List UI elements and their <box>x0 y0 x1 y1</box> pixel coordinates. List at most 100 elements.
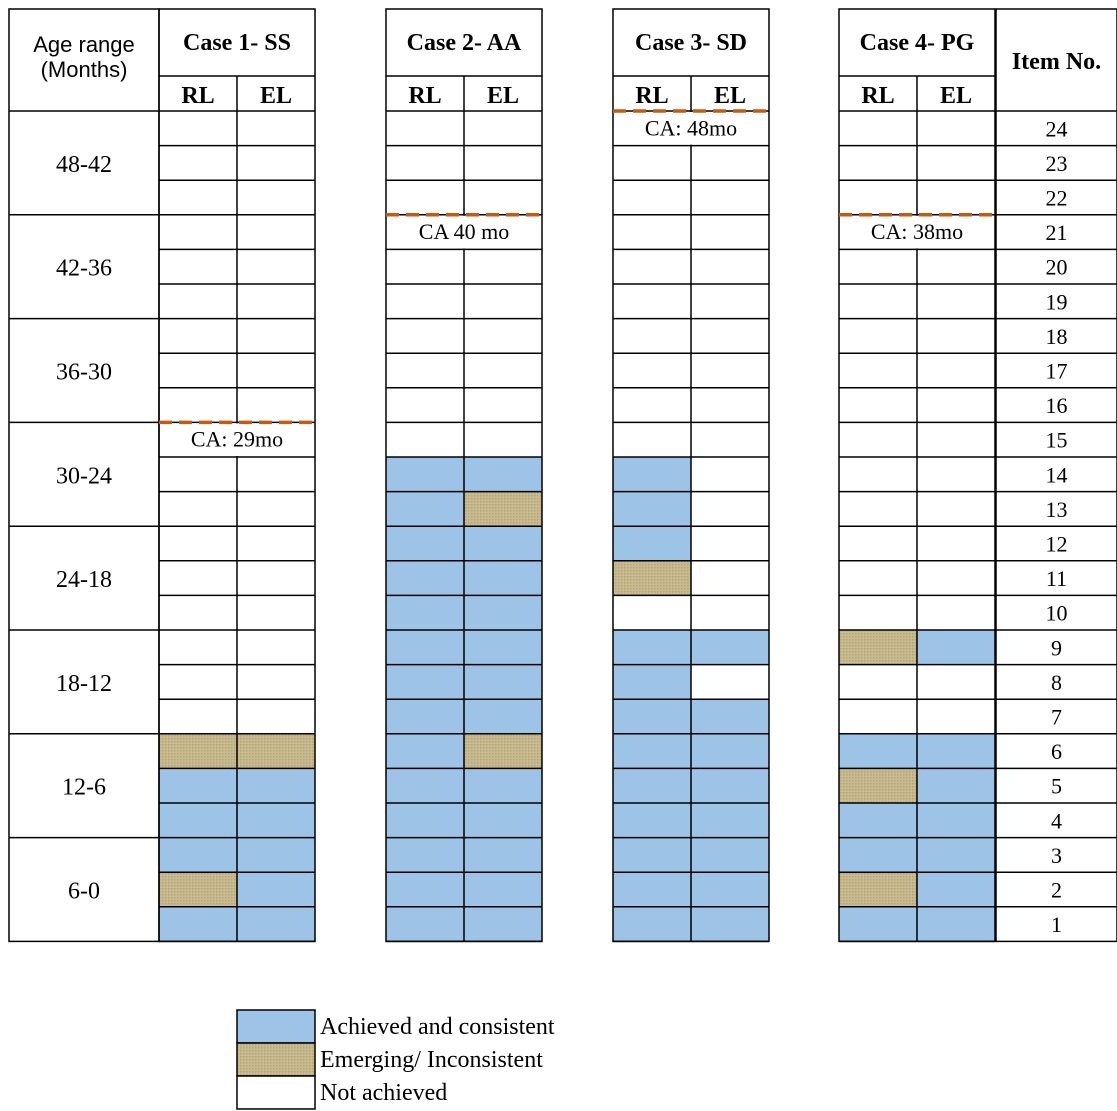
cell-case3-rl-item13-achieved <box>613 491 691 527</box>
cell-case4-rl-item17-not-achieved <box>839 353 917 388</box>
ca-label: CA: 48mo <box>645 115 737 140</box>
cell-case1-el-item5-achieved <box>237 768 315 803</box>
subcolumn-label-el: EL <box>940 83 972 109</box>
age-group-label: 24-18 <box>56 567 112 593</box>
cell-case2-rl-item17-not-achieved <box>386 353 464 388</box>
cell-case4-rl-item16-not-achieved <box>839 387 917 423</box>
cell-case4-el-item18-not-achieved <box>917 318 995 354</box>
cell-case1-el-item4-achieved <box>237 803 315 838</box>
item-number: 18 <box>1046 324 1068 349</box>
cell-case2-el-item10-achieved <box>464 595 542 630</box>
cell-case1-rl-item17-not-achieved <box>159 353 237 388</box>
cell-case4-rl-item1-achieved <box>839 906 917 942</box>
cell-case4-el-item13-not-achieved <box>917 491 995 527</box>
cell-case4-el-item9-achieved <box>917 630 995 665</box>
item-number: 24 <box>1046 116 1068 141</box>
item-number: 1 <box>1051 912 1062 937</box>
cell-case4-el-item16-not-achieved <box>917 387 995 423</box>
legend-swatch-achieved <box>236 1009 316 1044</box>
cell-case2-el-item7-achieved <box>464 699 542 734</box>
cell-case4-rl-item22-not-achieved <box>839 180 917 215</box>
cell-case2-el-item1-achieved <box>464 906 542 942</box>
cell-case1-rl-item7-not-achieved <box>159 699 237 734</box>
cell-case1-el-item1-achieved <box>237 906 315 942</box>
cell-case4-el-item20-not-achieved <box>917 249 995 284</box>
cell-case2-el-item3-achieved <box>464 837 542 873</box>
cell-case3-rl-item5-achieved <box>613 768 691 803</box>
cell-case3-el-item23-not-achieved <box>691 145 769 181</box>
cell-case2-el-item17-not-achieved <box>464 353 542 388</box>
age-group-label: 6-0 <box>68 879 100 905</box>
cell-case3-rl-item14-achieved <box>613 457 691 492</box>
ca-label-bg <box>387 215 541 249</box>
subcolumn-label-rl: RL <box>408 83 441 109</box>
cell-case3-el-item1-achieved <box>691 906 769 942</box>
cell-case4-el-item5-achieved <box>917 768 995 803</box>
cell-case4-rl-item23-not-achieved <box>839 145 917 181</box>
cell-case2-rl-item13-achieved <box>386 491 464 527</box>
cell-case2-rl-item4-achieved <box>386 803 464 838</box>
cell-case2-rl-item2-achieved <box>386 872 464 907</box>
cell-case2-el-item15-not-achieved <box>464 422 542 457</box>
cell-case3-el-item19-not-achieved <box>691 284 769 319</box>
cell-case4-el-item11-not-achieved <box>917 560 995 596</box>
cell-case1-el-item19-not-achieved <box>237 284 315 319</box>
cell-case2-rl-item15-not-achieved <box>386 422 464 457</box>
cell-case3-rl-item1-achieved <box>613 906 691 942</box>
cell-case2-el-item5-achieved <box>464 768 542 803</box>
legend-label-achieved: Achieved and consistent <box>320 1014 555 1040</box>
cell-case1-el-item13-not-achieved <box>237 491 315 527</box>
cell-case4-rl-item8-not-achieved <box>839 664 917 700</box>
age-range-unit: (Months) <box>41 57 128 82</box>
item-number: 2 <box>1051 878 1062 903</box>
item-number: 3 <box>1051 843 1062 868</box>
item-number: 16 <box>1046 393 1068 418</box>
cell-case2-rl-item24-not-achieved <box>386 111 464 146</box>
cell-case3-el-item21-not-achieved <box>691 214 769 250</box>
cell-case3-rl-item2-achieved <box>613 872 691 907</box>
cell-case2-rl-item5-achieved <box>386 768 464 803</box>
cell-case3-el-item5-achieved <box>691 768 769 803</box>
cell-case3-el-item13-not-achieved <box>691 491 769 527</box>
cell-case2-rl-item12-achieved <box>386 526 464 561</box>
item-number: 5 <box>1051 774 1062 799</box>
item-number: 10 <box>1046 601 1068 626</box>
cell-case1-el-item2-achieved <box>237 872 315 907</box>
cell-case1-rl-item4-achieved <box>159 803 237 838</box>
cell-case4-el-item17-not-achieved <box>917 353 995 388</box>
cell-case4-rl-item15-not-achieved <box>839 422 917 457</box>
item-number: 17 <box>1046 359 1068 384</box>
age-group-label: 30-24 <box>56 463 112 489</box>
cell-case4-rl-item2-emerging <box>839 872 917 907</box>
cell-case2-el-item22-not-achieved <box>464 180 542 215</box>
cell-case2-el-item12-achieved <box>464 526 542 561</box>
cell-case2-el-item8-achieved <box>464 664 542 700</box>
cell-case3-el-item7-achieved <box>691 699 769 734</box>
cell-case4-rl-item20-not-achieved <box>839 249 917 284</box>
cell-case1-rl-item23-not-achieved <box>159 145 237 181</box>
cell-case4-el-item12-not-achieved <box>917 526 995 561</box>
cell-case2-el-item23-not-achieved <box>464 145 542 181</box>
cell-case3-el-item11-not-achieved <box>691 560 769 596</box>
cell-case1-rl-item21-not-achieved <box>159 214 237 250</box>
cell-case3-rl-item16-not-achieved <box>613 387 691 423</box>
cell-case3-rl-item22-not-achieved <box>613 180 691 215</box>
cell-case4-el-item6-achieved <box>917 733 995 769</box>
cell-case2-rl-item20-not-achieved <box>386 249 464 284</box>
age-group-label: 42-36 <box>56 256 112 282</box>
cell-case4-rl-item19-not-achieved <box>839 284 917 319</box>
cell-case2-el-item2-achieved <box>464 872 542 907</box>
cell-case1-rl-item11-not-achieved <box>159 560 237 596</box>
cell-case2-rl-item22-not-achieved <box>386 180 464 215</box>
cell-case2-rl-item19-not-achieved <box>386 284 464 319</box>
cell-case2-el-item24-not-achieved <box>464 111 542 146</box>
cell-case4-rl-item13-not-achieved <box>839 491 917 527</box>
cell-case3-el-item20-not-achieved <box>691 249 769 284</box>
cell-case4-el-item22-not-achieved <box>917 180 995 215</box>
age-group-label: 12-6 <box>62 775 106 801</box>
cell-case1-el-item8-not-achieved <box>237 664 315 700</box>
cell-case3-rl-item4-achieved <box>613 803 691 838</box>
legend-label-emerging: Emerging/ Inconsistent <box>320 1047 543 1073</box>
item-number: 14 <box>1046 462 1068 487</box>
